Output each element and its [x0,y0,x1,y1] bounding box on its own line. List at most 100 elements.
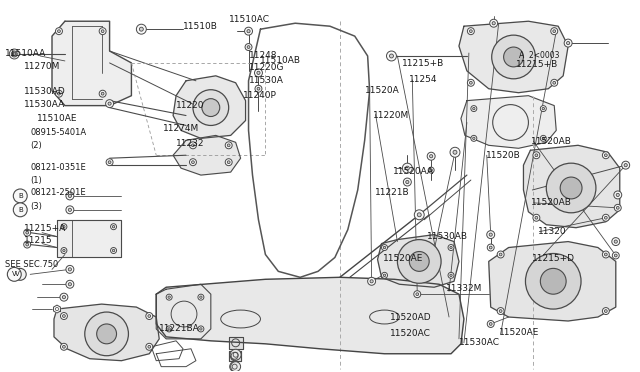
Circle shape [470,81,472,84]
Circle shape [414,291,420,298]
Circle shape [612,252,620,259]
Circle shape [604,154,607,157]
Circle shape [414,210,424,220]
Circle shape [58,92,60,95]
Text: 08915-5401A: 08915-5401A [30,128,86,137]
Circle shape [56,90,63,97]
Circle shape [66,280,74,288]
Text: 11510AB: 11510AB [260,57,301,65]
Circle shape [166,326,172,332]
Circle shape [551,28,557,35]
Circle shape [602,152,609,159]
Circle shape [66,192,74,200]
Text: 11530AB: 11530AB [427,232,468,241]
Text: 11254: 11254 [410,75,438,84]
Circle shape [471,106,477,112]
Circle shape [63,315,65,317]
Circle shape [470,30,472,33]
Text: 08121-2501E: 08121-2501E [30,189,86,198]
Circle shape [255,85,262,92]
Circle shape [499,253,502,256]
Circle shape [624,164,627,167]
Text: 11215: 11215 [24,236,53,245]
Polygon shape [156,284,211,339]
Circle shape [614,240,618,243]
Polygon shape [489,241,616,321]
Circle shape [247,30,250,33]
Circle shape [24,241,31,248]
Circle shape [383,246,386,249]
Circle shape [189,142,196,149]
Text: 11530A: 11530A [248,76,284,85]
Polygon shape [173,76,246,138]
Circle shape [148,345,150,348]
Text: 11215+D: 11215+D [532,254,575,263]
Polygon shape [54,304,159,361]
Circle shape [10,49,19,59]
Circle shape [13,189,28,203]
Circle shape [101,92,104,95]
Circle shape [26,243,29,246]
Circle shape [616,193,620,196]
Circle shape [12,52,16,56]
Text: 11332M: 11332M [446,284,483,293]
Circle shape [410,251,429,271]
Text: 11530AD: 11530AD [24,87,66,96]
Circle shape [111,247,116,253]
Circle shape [191,144,195,147]
Circle shape [84,312,129,356]
Text: 11248: 11248 [248,51,277,61]
Text: B: B [18,207,22,213]
Circle shape [473,108,475,110]
Circle shape [405,166,410,170]
Circle shape [553,81,556,84]
Circle shape [168,328,170,330]
Circle shape [63,345,65,348]
Circle shape [616,206,619,209]
Circle shape [247,46,250,48]
Circle shape [99,28,106,35]
Circle shape [450,274,452,276]
Polygon shape [54,305,60,313]
Circle shape [257,87,260,90]
Text: (1): (1) [30,176,42,185]
Circle shape [68,283,72,286]
Circle shape [108,102,111,105]
Circle shape [427,152,435,160]
Circle shape [230,362,241,372]
Circle shape [564,39,572,47]
Circle shape [614,191,621,199]
Text: 11510AC: 11510AC [228,15,269,24]
Circle shape [467,28,474,35]
Circle shape [533,214,540,221]
Circle shape [487,244,494,251]
Circle shape [200,328,202,330]
Text: 11520AE: 11520AE [499,328,539,337]
Circle shape [62,296,65,299]
Circle shape [60,343,67,350]
Circle shape [68,268,72,271]
Text: 11520AB: 11520AB [531,198,572,207]
Text: 11232: 11232 [176,139,205,148]
Circle shape [621,161,630,169]
Text: 11520AB: 11520AB [531,137,572,146]
Polygon shape [173,135,241,175]
Circle shape [63,249,65,252]
Text: 11520B: 11520B [486,151,520,160]
Text: 11510AA: 11510AA [5,49,47,58]
Circle shape [66,265,74,273]
Circle shape [381,272,387,278]
Circle shape [553,30,556,33]
Circle shape [108,161,111,164]
Circle shape [113,225,115,228]
Circle shape [390,54,394,58]
Circle shape [467,79,474,86]
Circle shape [540,268,566,294]
Circle shape [66,206,74,214]
Circle shape [24,229,31,236]
Circle shape [367,277,376,285]
Text: 08121-0351E: 08121-0351E [30,163,86,171]
Circle shape [497,308,504,315]
Circle shape [547,163,596,213]
Text: 11510B: 11510B [183,22,218,31]
